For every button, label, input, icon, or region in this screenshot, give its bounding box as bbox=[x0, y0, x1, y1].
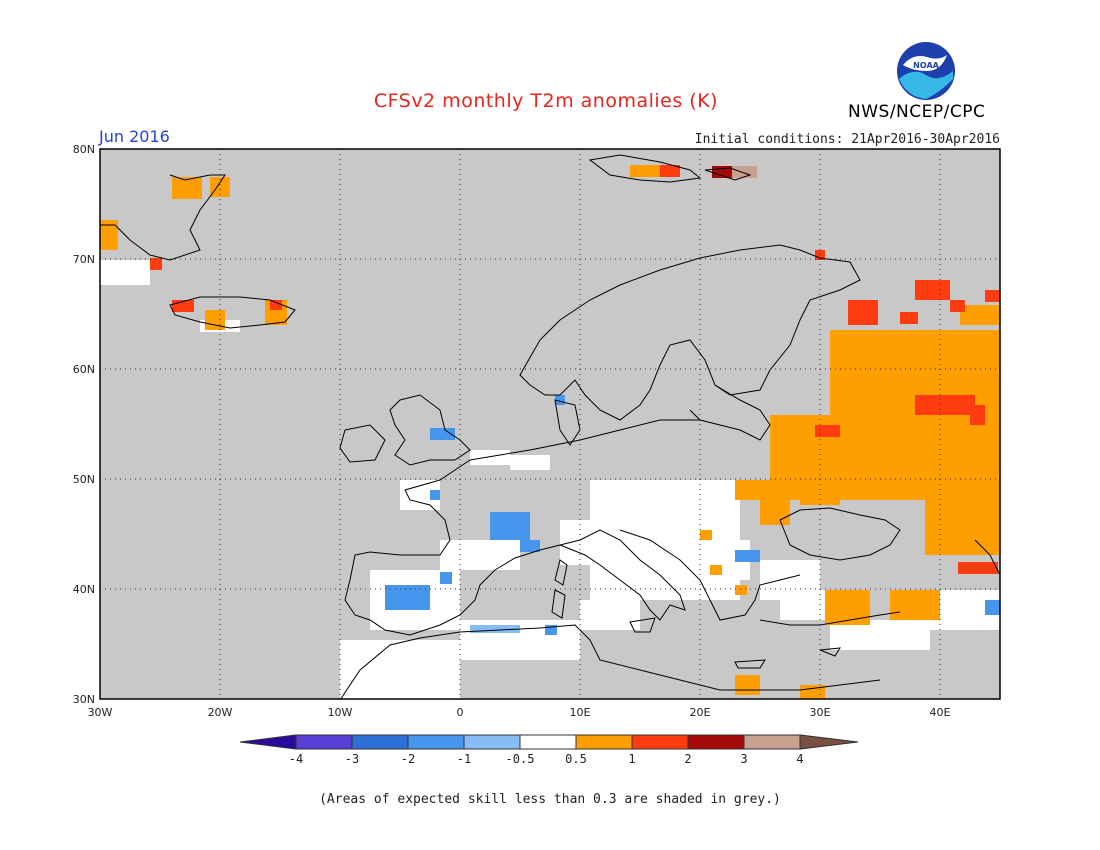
lon-tick-label: 10W bbox=[328, 706, 353, 719]
anomaly-cell bbox=[960, 305, 1000, 325]
anomaly-cell bbox=[430, 428, 455, 440]
lat-tick-label: 40N bbox=[73, 583, 95, 596]
lon-tick-label: 20W bbox=[208, 706, 233, 719]
lat-tick-label: 30N bbox=[73, 693, 95, 706]
legend-label: -4 bbox=[289, 752, 303, 766]
anomaly-cell bbox=[848, 300, 878, 325]
anomaly-cell bbox=[172, 177, 202, 199]
anomaly-cell bbox=[760, 495, 790, 525]
anomaly-cell bbox=[430, 490, 440, 500]
anomaly-cell bbox=[630, 165, 660, 177]
legend-color-box bbox=[575, 734, 633, 750]
anomaly-cell bbox=[890, 590, 940, 620]
anomaly-cell bbox=[555, 395, 565, 405]
anomaly-cell bbox=[925, 480, 1000, 555]
anomaly-cell bbox=[270, 300, 282, 310]
legend-label: -0.5 bbox=[506, 752, 535, 766]
anomaly-cell bbox=[100, 260, 150, 285]
anomaly-cell bbox=[150, 258, 162, 270]
anomaly-cell bbox=[915, 280, 950, 300]
skill-note: (Areas of expected skill less than 0.3 a… bbox=[319, 792, 781, 807]
anomaly-cell bbox=[545, 625, 557, 635]
anomaly-cell bbox=[440, 572, 452, 584]
anomaly-cells bbox=[100, 165, 1000, 699]
legend-label: 3 bbox=[740, 752, 747, 766]
anomaly-cell bbox=[580, 600, 640, 630]
anomaly-cell bbox=[735, 585, 747, 595]
anomaly-cell bbox=[985, 600, 1000, 615]
anomaly-cell bbox=[900, 312, 918, 324]
anomaly-cell bbox=[985, 290, 1000, 302]
anomaly-cell bbox=[620, 560, 670, 590]
map-title: CFSv2 monthly T2m anomalies (K) bbox=[373, 90, 719, 112]
anomaly-cell bbox=[210, 177, 230, 197]
anomaly-cell bbox=[470, 625, 520, 633]
lat-tick-label: 80N bbox=[73, 143, 95, 156]
legend-color-box bbox=[687, 734, 745, 750]
anomaly-cell bbox=[710, 565, 722, 575]
anomaly-cell bbox=[520, 540, 540, 552]
anomaly-cell bbox=[800, 490, 840, 505]
anomaly-cell bbox=[700, 530, 712, 540]
initial-conditions: Initial conditions: 21Apr2016-30Apr2016 bbox=[694, 132, 1000, 147]
legend-label: -2 bbox=[401, 752, 415, 766]
noaa-logo: NOAA bbox=[897, 42, 955, 100]
lon-tick-label: 10E bbox=[570, 706, 591, 719]
anomaly-cell bbox=[100, 220, 118, 250]
lon-tick-label: 0 bbox=[457, 706, 464, 719]
legend-label: 2 bbox=[684, 752, 691, 766]
legend-color-box bbox=[351, 734, 409, 750]
forecast-month: Jun 2016 bbox=[99, 127, 170, 146]
lat-tick-label: 50N bbox=[73, 473, 95, 486]
anomaly-cell bbox=[660, 165, 680, 177]
anomaly-cell bbox=[735, 550, 760, 562]
anomaly-cell bbox=[510, 455, 550, 470]
anomaly-cell bbox=[970, 405, 985, 425]
lon-tick-label: 40E bbox=[930, 706, 951, 719]
legend-color-box bbox=[463, 734, 521, 750]
lat-tick-label: 60N bbox=[73, 363, 95, 376]
anomaly-cell bbox=[385, 585, 430, 610]
legend-arrow-high bbox=[799, 734, 859, 750]
legend-label: 1 bbox=[628, 752, 635, 766]
legend-label: 4 bbox=[796, 752, 803, 766]
legend-color-box bbox=[743, 734, 801, 750]
coastlines bbox=[100, 154, 1000, 699]
legend-color-box bbox=[407, 734, 465, 750]
legend-color-box bbox=[631, 734, 689, 750]
legend-label: -3 bbox=[345, 752, 359, 766]
anomaly-cell bbox=[950, 300, 965, 312]
anomaly-cell bbox=[958, 562, 998, 574]
legend-color-box bbox=[519, 734, 577, 750]
anomaly-cell bbox=[825, 590, 870, 625]
lat-lon-grid bbox=[100, 149, 1000, 699]
lon-tick-label: 30W bbox=[88, 706, 113, 719]
anomaly-cell bbox=[650, 520, 740, 540]
legend-label: -1 bbox=[457, 752, 471, 766]
map-frame bbox=[99, 148, 1001, 700]
anomaly-cell bbox=[800, 685, 825, 699]
anomaly-cell bbox=[440, 540, 520, 570]
lat-tick-label: 70N bbox=[73, 253, 95, 266]
anomaly-cell bbox=[915, 395, 975, 415]
legend-arrow-low bbox=[239, 734, 297, 750]
anomaly-cell bbox=[470, 450, 510, 465]
lon-tick-label: 20E bbox=[690, 706, 711, 719]
legend-color-box bbox=[295, 734, 353, 750]
lon-tick-label: 30E bbox=[810, 706, 831, 719]
anomaly-cell bbox=[490, 512, 530, 540]
legend-label: 0.5 bbox=[565, 752, 587, 766]
anomaly-cell bbox=[815, 425, 840, 437]
agency-label: NWS/NCEP/CPC bbox=[848, 102, 986, 122]
svg-text:NOAA: NOAA bbox=[913, 61, 939, 70]
